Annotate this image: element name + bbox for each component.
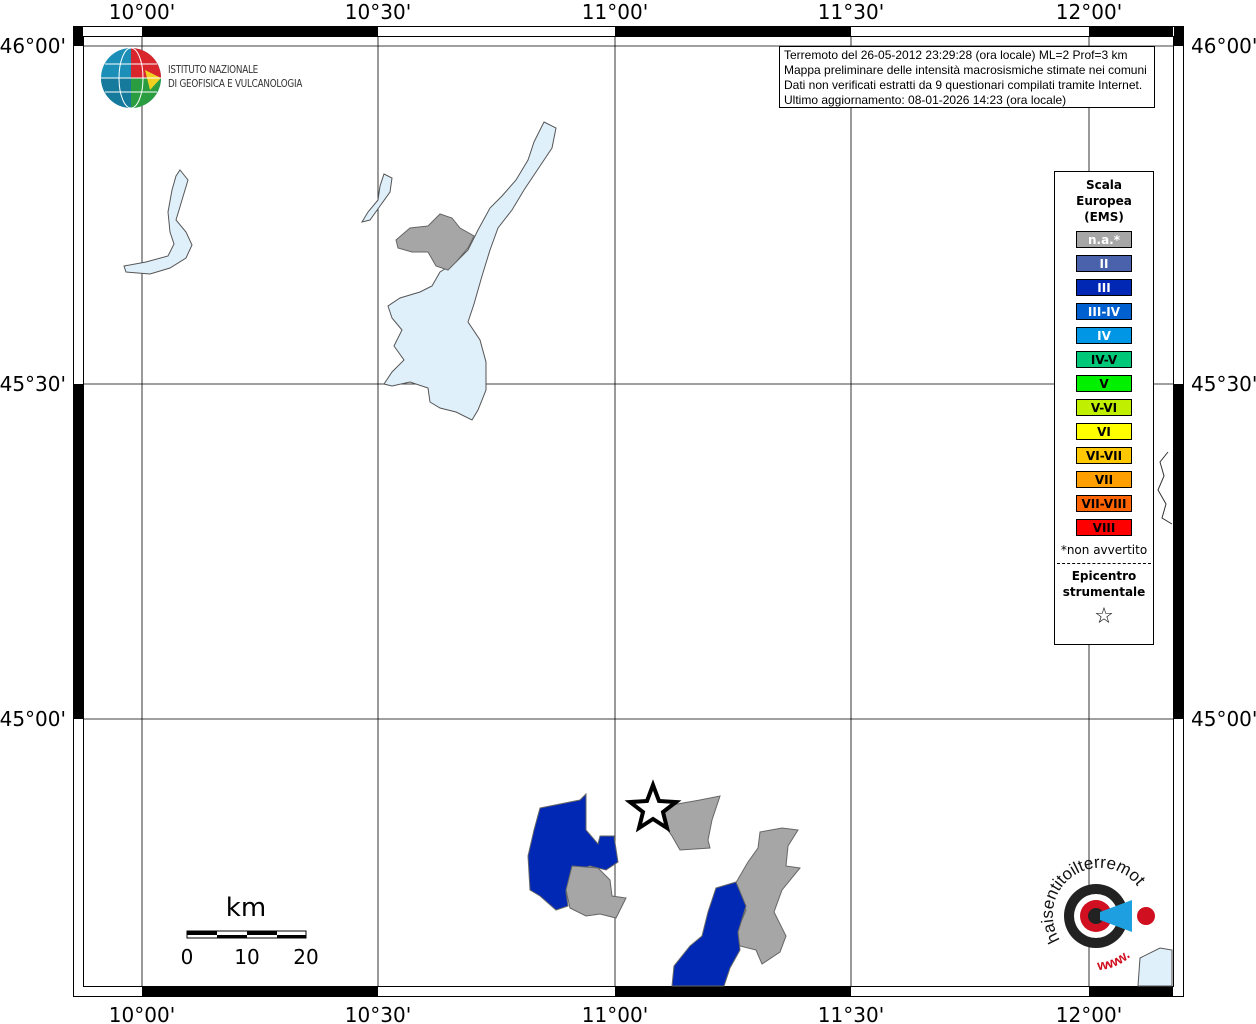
lake-iseo xyxy=(123,169,193,275)
brand-www-text: www. xyxy=(1095,947,1133,974)
coordinate-label: 10°30' xyxy=(345,0,411,24)
legend-swatch: VII xyxy=(1076,471,1132,488)
lake-venice-lagoon xyxy=(1137,947,1173,987)
info-line: Terremoto del 26-05-2012 23:29:28 (ora l… xyxy=(784,48,1128,62)
legend-swatch: VI xyxy=(1076,423,1132,440)
municipality-iii xyxy=(671,881,747,987)
legend-title: Scala Europea (EMS) xyxy=(1076,178,1132,224)
coordinate-label: 11°00' xyxy=(582,1003,648,1024)
scale-tick: 10 xyxy=(234,945,259,969)
info-line: Ultimo aggiornamento: 08-01-2026 14:23 (… xyxy=(784,93,1067,107)
legend-note: *non avvertito xyxy=(1060,543,1148,557)
ems-legend: Scala Europea (EMS) n.a.* II III III-IV IV IV-V… xyxy=(1054,171,1154,645)
lake-idro xyxy=(360,173,393,223)
legend-swatch: III xyxy=(1076,279,1132,296)
scale-bar: km 0 10 20 xyxy=(181,893,319,969)
ingv-logo-text: ISTITUTO NAZIONALE DI GEOFISICA E VULCANO… xyxy=(168,63,303,90)
legend-swatch: V xyxy=(1076,375,1132,392)
coordinate-label: 11°00' xyxy=(582,0,648,24)
legend-swatch: IV xyxy=(1076,327,1132,344)
coordinate-label: 11°30' xyxy=(818,0,884,24)
coordinate-label: 46°00' xyxy=(0,34,66,58)
svg-text:www.: www. xyxy=(1095,947,1133,974)
event-info-box: Terremoto del 26-05-2012 23:29:28 (ora l… xyxy=(779,46,1155,108)
lake-garda xyxy=(383,121,557,421)
coordinate-label: 45°00' xyxy=(1191,707,1256,731)
info-line: Dati non verificati estratti da 9 questi… xyxy=(784,78,1143,92)
map-frame xyxy=(74,27,1183,996)
legend-swatch: VII-VIII xyxy=(1076,495,1132,512)
coordinate-label: 12°00' xyxy=(1056,1003,1122,1024)
scale-tick: 20 xyxy=(293,945,318,969)
coordinate-label: 10°30' xyxy=(345,1003,411,1024)
coordinate-label: 10°00' xyxy=(109,0,175,24)
legend-swatch: VI-VII xyxy=(1076,447,1132,464)
municipality-iii xyxy=(527,792,619,911)
star-icon: ☆ xyxy=(1094,604,1114,629)
epicenter-star-icon[interactable] xyxy=(624,779,682,833)
coordinate-label: 46°00' xyxy=(1191,34,1256,58)
coordinate-label: 11°30' xyxy=(818,1003,884,1024)
coordinate-label: 45°00' xyxy=(0,707,66,731)
municipality-na xyxy=(565,865,627,919)
info-line: Mappa preliminare delle intensità macros… xyxy=(784,63,1147,77)
legend-swatch: n.a.* xyxy=(1076,231,1132,248)
legend-swatch: II xyxy=(1076,255,1132,272)
municipality-na xyxy=(395,213,475,271)
coordinate-label: 10°00' xyxy=(109,1003,175,1024)
legend-swatch: IV-V xyxy=(1076,351,1132,368)
epicenter-legend-label: Epicentro strumentale xyxy=(1062,569,1146,599)
coastline xyxy=(1157,451,1173,525)
ingv-logo xyxy=(101,47,161,109)
legend-swatch: V-VI xyxy=(1076,399,1132,416)
coordinate-label: 45°30' xyxy=(1191,372,1256,396)
legend-swatch: VIII xyxy=(1076,519,1132,536)
scale-tick: 0 xyxy=(181,945,194,969)
coordinate-label: 45°30' xyxy=(0,372,66,396)
coordinate-label: 12°00' xyxy=(1056,0,1122,24)
legend-swatch: III-IV xyxy=(1076,303,1132,320)
scale-unit: km xyxy=(226,893,266,923)
municipality-na xyxy=(733,827,801,965)
graticule xyxy=(83,36,1173,986)
